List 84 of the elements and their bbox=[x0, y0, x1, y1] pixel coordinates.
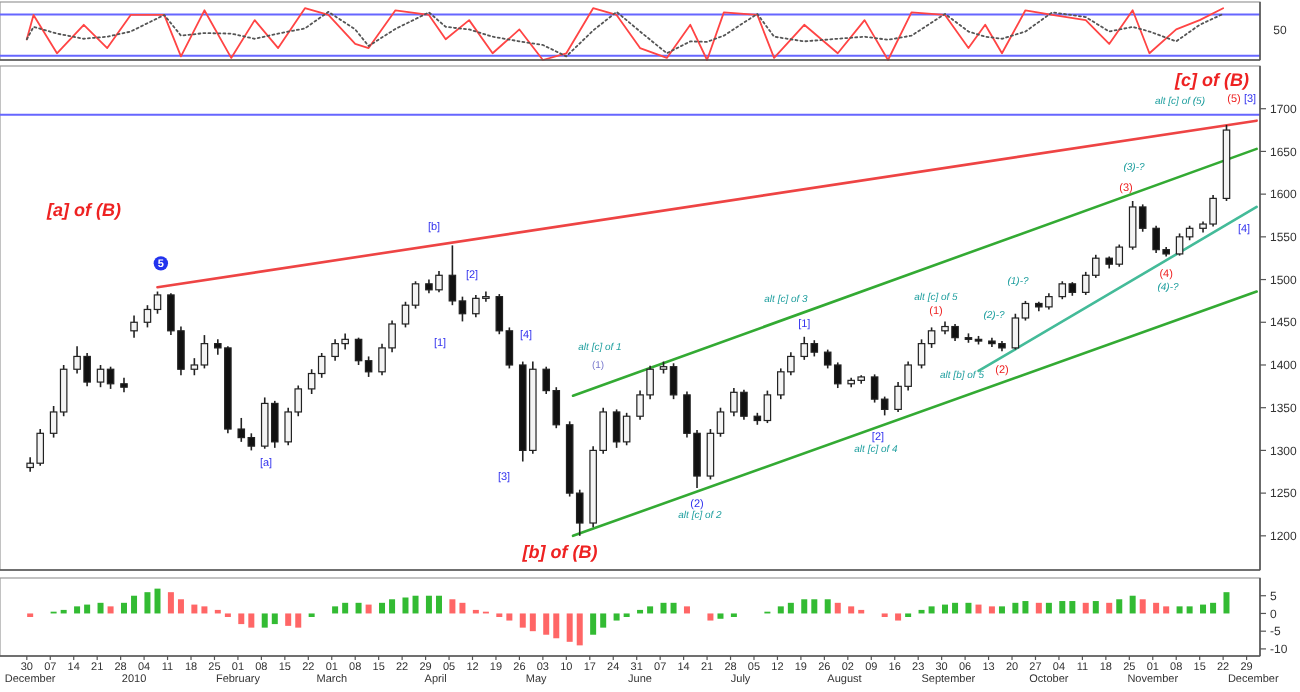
bar bbox=[201, 606, 208, 614]
bar bbox=[1022, 601, 1029, 614]
bar bbox=[1069, 601, 1076, 614]
bar bbox=[191, 604, 198, 614]
bar bbox=[154, 588, 161, 614]
bar bbox=[576, 613, 583, 646]
bar bbox=[777, 606, 784, 614]
bar bbox=[120, 602, 127, 614]
bar bbox=[952, 602, 959, 614]
bar bbox=[660, 602, 667, 614]
bar bbox=[683, 606, 690, 614]
bar bbox=[670, 602, 677, 614]
bar bbox=[177, 599, 184, 614]
bar bbox=[248, 613, 255, 628]
bar bbox=[1200, 604, 1207, 614]
bar bbox=[402, 597, 409, 614]
bar bbox=[459, 602, 466, 614]
bar bbox=[895, 613, 902, 621]
candlestick bbox=[130, 314, 138, 339]
bar bbox=[787, 602, 794, 614]
bar bbox=[425, 595, 432, 614]
bar bbox=[1116, 599, 1123, 614]
bar bbox=[379, 602, 386, 614]
bar bbox=[600, 613, 607, 628]
bar bbox=[131, 595, 138, 614]
bar bbox=[107, 606, 114, 614]
bar bbox=[261, 613, 268, 628]
bar bbox=[543, 613, 550, 635]
bar bbox=[1045, 602, 1052, 614]
bar bbox=[988, 606, 995, 614]
bar bbox=[355, 602, 362, 614]
bar bbox=[1153, 602, 1160, 614]
bar bbox=[613, 613, 620, 621]
bar bbox=[519, 613, 526, 628]
bar bbox=[647, 606, 654, 614]
bar bbox=[1210, 602, 1217, 614]
bar bbox=[553, 613, 560, 639]
bar bbox=[295, 613, 302, 628]
bar bbox=[342, 602, 349, 614]
bar bbox=[811, 599, 818, 614]
bar bbox=[566, 613, 573, 642]
bar bbox=[412, 595, 419, 614]
bar bbox=[707, 613, 714, 621]
annotation: [a] of (B) bbox=[45, 200, 121, 221]
bar bbox=[84, 604, 91, 614]
bar bbox=[1059, 601, 1066, 614]
bar bbox=[449, 599, 456, 614]
bar bbox=[965, 602, 972, 614]
bar bbox=[238, 613, 245, 625]
bar bbox=[365, 604, 372, 614]
bar bbox=[1092, 601, 1099, 614]
bar bbox=[834, 602, 841, 614]
bar bbox=[801, 599, 808, 614]
bar bbox=[1176, 606, 1183, 614]
bar bbox=[717, 613, 724, 619]
bar bbox=[1012, 602, 1019, 614]
bar bbox=[1139, 599, 1146, 614]
bar bbox=[506, 613, 513, 621]
bar bbox=[848, 606, 855, 614]
bar bbox=[1129, 595, 1136, 614]
bar bbox=[1035, 602, 1042, 614]
annotation: [b] of (B) bbox=[520, 542, 598, 563]
bar bbox=[1163, 606, 1170, 614]
bar bbox=[271, 613, 278, 625]
annotation: [c] of (B) bbox=[1173, 70, 1249, 91]
bar bbox=[332, 606, 339, 614]
bar bbox=[824, 599, 831, 614]
bar bbox=[975, 604, 982, 614]
bar bbox=[1106, 602, 1113, 614]
bar bbox=[97, 602, 104, 614]
bar bbox=[1223, 592, 1230, 614]
bar bbox=[1082, 602, 1089, 614]
bar bbox=[928, 606, 935, 614]
bar bbox=[998, 606, 1005, 614]
bar bbox=[942, 604, 948, 614]
bar bbox=[74, 606, 81, 614]
bar bbox=[144, 592, 151, 614]
bar bbox=[590, 613, 597, 635]
bar bbox=[285, 613, 292, 626]
bar bbox=[389, 599, 396, 614]
bar bbox=[529, 613, 536, 632]
bar bbox=[1186, 606, 1193, 614]
bar bbox=[167, 592, 174, 614]
bar bbox=[435, 595, 442, 614]
